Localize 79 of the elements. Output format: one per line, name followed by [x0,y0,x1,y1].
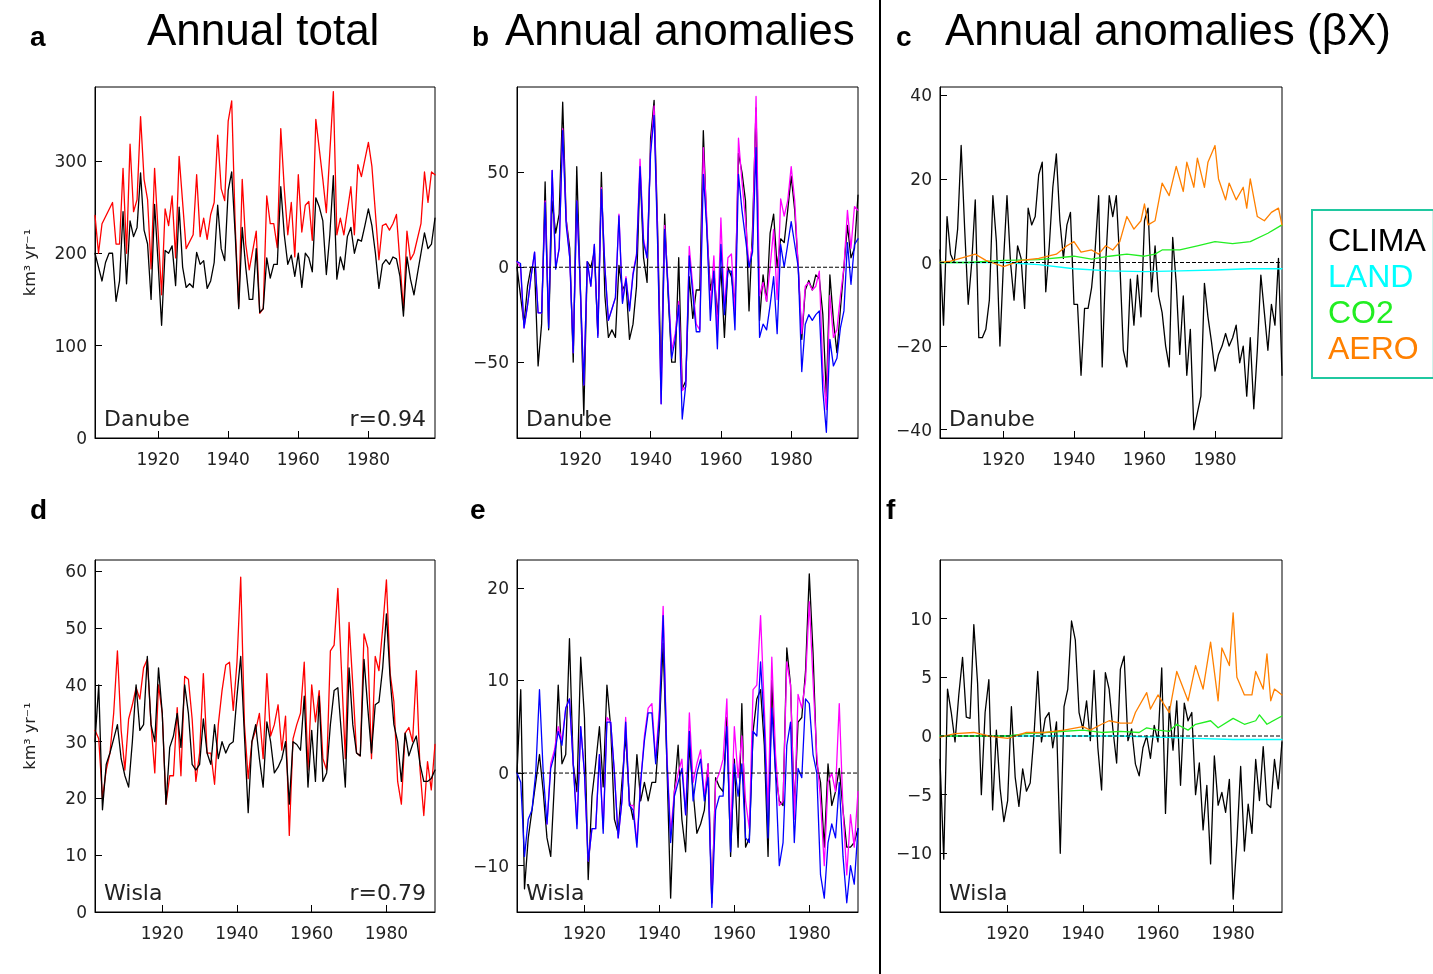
x-tick-label: 1920 [981,448,1026,469]
y-tick-label: 0 [921,726,932,746]
x-tick-label: 1960 [712,922,756,943]
annotation: Wisla [526,879,585,905]
y-tick-label: 40 [65,674,87,695]
x-tick-label: 1940 [1061,922,1105,943]
text: f [886,493,896,525]
x-tick-label: 1960 [276,448,320,469]
text: b [472,20,490,52]
y-tick-label: 200 [54,243,87,264]
x-tick-label: 1960 [1136,922,1180,943]
y-tick-label: 30 [65,731,87,752]
x-tick-label: 1940 [637,922,682,943]
line-series [939,144,1283,268]
annotation: r=0.94 [349,405,427,431]
series-label: CLIMA [1328,222,1427,258]
x-tick-label: 1960 [1122,448,1167,469]
text: a [30,20,46,52]
x-tick-label: 1940 [206,448,250,469]
y-tick-label: 0 [498,257,509,278]
y-tick-label: 10 [910,608,932,629]
text: CO2 [1328,294,1394,330]
chart-title: Annual total [147,4,380,54]
y-tick-label: 5 [921,667,932,688]
y-tick-label: −10 [473,855,509,876]
annotation: Wisla [104,879,163,905]
annotation: Wisla [949,879,1008,905]
chart-title: Annual anomalies (βX) [945,4,1391,54]
y-tick-label: −20 [896,336,932,357]
y-tick-label: −50 [473,352,509,373]
y-tick-label: 50 [487,162,509,183]
y-tick-label: −5 [906,784,932,805]
x-tick-label: 1980 [1193,448,1237,469]
x-tick-label: 1920 [986,922,1030,943]
y-tick-label: 20 [65,788,87,809]
x-tick-label: 1980 [1211,922,1255,943]
y-tick-label: 10 [487,670,509,691]
text: e [470,493,486,525]
x-tick-label: 1980 [769,448,813,469]
annotation: Danube [104,405,190,431]
y-tick-label: 50 [65,618,87,639]
y-axis-title: km³ yr⁻¹ [19,228,39,297]
x-tick-label: 1980 [787,922,831,943]
x-tick-label: 1920 [562,922,607,943]
y-tick-label: 0 [498,763,509,784]
y-tick-label: 10 [65,845,87,866]
line-series [94,90,436,314]
text: d [30,493,48,525]
y-tick-label: 0 [76,902,87,922]
x-tick-label: 1940 [628,448,673,469]
x-tick-label: 1940 [1052,448,1096,469]
x-tick-label: 1920 [558,448,602,469]
line-series [94,576,436,836]
line-series [939,612,1283,739]
y-tick-label: 20 [487,577,509,598]
y-tick-label: 20 [910,168,932,189]
y-tick-label: −10 [896,843,932,864]
series-label: LAND [1328,258,1414,294]
y-tick-label: 0 [921,252,932,273]
y-tick-label: 100 [54,335,87,356]
x-tick-label: 1980 [364,922,409,943]
x-tick-label: 1960 [699,448,743,469]
y-tick-label: 300 [54,150,87,171]
text: c [896,20,912,52]
chart-title: Annual anomalies [505,4,855,54]
text: AERO [1328,330,1419,366]
y-tick-label: 60 [65,561,87,582]
annotation: Danube [949,405,1035,431]
y-tick-label: 0 [76,428,87,448]
x-tick-label: 1960 [290,922,334,943]
y-tick-label: −40 [896,419,932,440]
x-tick-label: 1940 [215,922,259,943]
y-tick-label: 40 [910,85,932,106]
y-axis-title: km³ yr⁻¹ [19,702,39,770]
annotation: Danube [526,405,612,431]
x-tick-label: 1920 [136,448,180,469]
annotation: r=0.79 [349,879,427,905]
x-tick-label: 1920 [140,922,184,943]
x-tick-label: 1980 [346,448,391,469]
